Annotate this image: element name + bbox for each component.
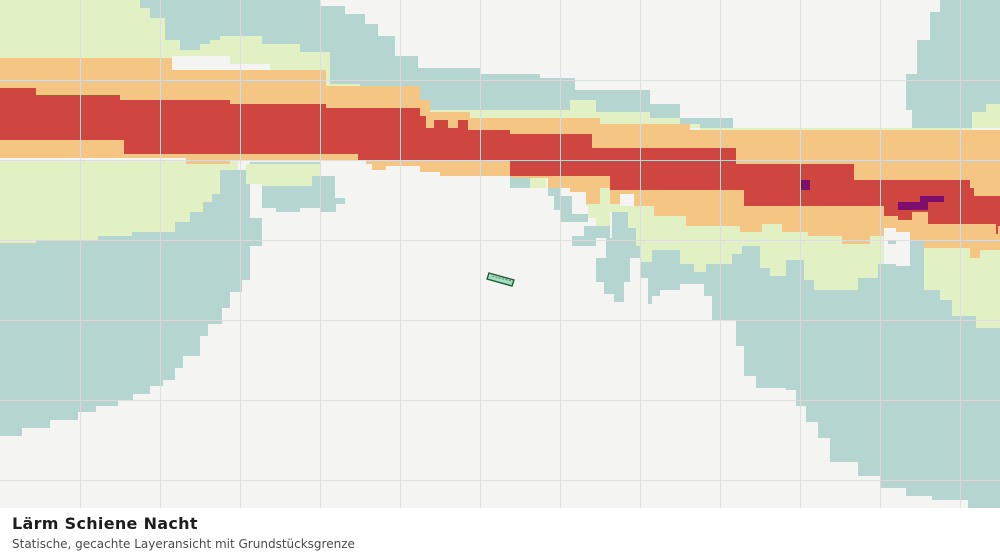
noise-map-canvas (0, 0, 1000, 508)
parcel-boundary (486, 272, 515, 287)
noise-zone-high (0, 88, 1000, 234)
map-subtitle: Statische, gecachte Layeransicht mit Gru… (12, 537, 355, 551)
map-title: Lärm Schiene Nacht (12, 514, 198, 533)
map-view[interactable] (0, 0, 1000, 508)
noise-zone-lowest (0, 0, 1000, 508)
map-grid (0, 0, 1000, 508)
noise-zone-highest (800, 180, 944, 210)
map-caption: Lärm Schiene Nacht Statische, gecachte L… (0, 508, 1000, 560)
zone-gaps (620, 194, 910, 264)
